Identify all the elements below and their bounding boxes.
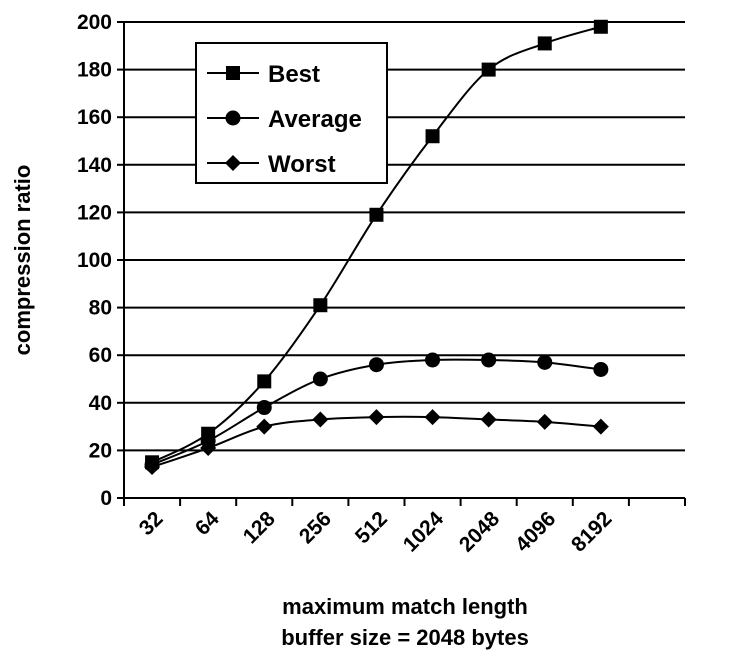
data-point-circle [425,352,441,368]
data-point-diamond [256,418,273,435]
y-tick-label: 80 [89,297,112,320]
x-tick-labels: 32 64 128 256 512 1024 2048 4096 8192 [135,507,617,557]
data-point-square [593,19,608,34]
y-tick-label: 60 [89,344,112,367]
x-tick-label: 1024 [399,507,449,557]
y-tick-label: 160 [77,106,112,129]
data-point-diamond [312,411,329,428]
y-tick-label: 200 [77,11,112,34]
x-axis-title: maximum match length [282,594,528,619]
data-point-circle [537,354,553,370]
x-tick-label: 32 [135,507,168,540]
data-point-square [226,66,240,80]
data-point-diamond [592,418,609,435]
data-point-diamond [225,155,241,171]
series-group [144,19,609,476]
data-point-square [481,62,496,77]
x-tick-label: 8192 [567,507,616,556]
data-point-circle [593,361,609,377]
y-tick-label: 0 [100,487,112,510]
legend-label: Average [268,106,362,133]
legend-label: Best [268,61,320,88]
legend: Best Average Worst [195,42,388,184]
legend-label: Worst [268,151,336,178]
series-worst [144,409,609,476]
data-point-circle [312,371,328,387]
data-point-diamond [424,409,441,426]
legend-item-worst: Worst [207,151,336,178]
x-tick-label: 128 [239,507,280,548]
y-tick-labels: 0 20 40 60 80 100 120 140 160 180 200 [77,11,112,510]
data-point-square [369,207,384,222]
data-point-circle [256,400,272,416]
legend-item-average: Average [207,106,362,133]
x-tick-label: 2048 [455,507,505,557]
y-axis-title: compression ratio [10,165,35,356]
y-tick-label: 140 [77,154,112,177]
x-tick-label: 256 [295,507,336,548]
x-tick-label: 4096 [511,507,560,556]
x-tick-label: 64 [191,507,224,540]
data-point-diamond [368,409,385,426]
data-point-circle [368,357,384,373]
series-average [144,352,609,473]
data-point-circle [225,110,241,126]
x-tick-label: 512 [351,507,392,548]
data-point-circle [481,352,497,368]
y-tick-label: 20 [89,439,112,462]
axes [117,21,686,506]
legend-item-best: Best [207,61,320,88]
data-point-diamond [536,413,553,430]
y-tick-label: 120 [77,201,112,224]
data-point-square [313,298,328,313]
data-point-diamond [200,440,217,457]
data-point-diamond [480,411,497,428]
data-point-square [425,129,440,144]
data-point-square [537,36,552,51]
data-point-diamond [144,459,161,476]
y-tick-label: 40 [89,392,112,415]
y-tick-label: 100 [77,249,112,272]
y-tick-label: 180 [77,59,112,82]
data-point-square [257,374,272,389]
x-axis-subtitle: buffer size = 2048 bytes [281,625,529,650]
